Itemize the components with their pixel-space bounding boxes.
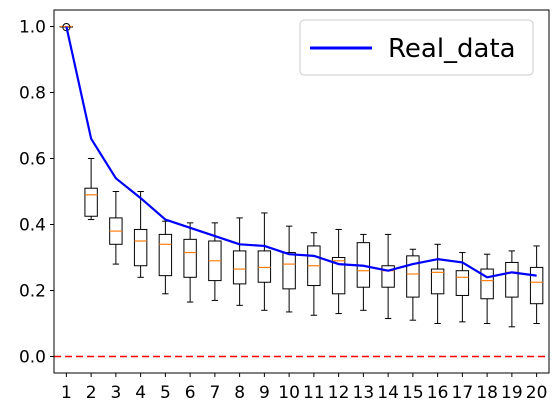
box-iqr — [430, 268, 445, 295]
legend: Real_data — [299, 19, 534, 76]
box-iqr — [505, 261, 519, 298]
x-tick-label: 4 — [135, 383, 146, 403]
y-tick-label: 0.2 — [19, 282, 46, 302]
box-12 — [331, 228, 346, 315]
box-16 — [430, 243, 445, 324]
x-tick-label: 17 — [452, 383, 474, 403]
box-iqr — [406, 255, 420, 298]
box-iqr — [381, 265, 395, 288]
x-tick-label: 3 — [110, 383, 121, 403]
y-tick-label: 0.6 — [19, 150, 46, 170]
box-13 — [356, 233, 371, 311]
box-iqr — [282, 252, 296, 290]
box-iqr — [232, 250, 247, 285]
box-4 — [133, 191, 148, 278]
box-6 — [183, 222, 197, 303]
series-line-real-data — [65, 26, 537, 279]
box-8 — [232, 217, 247, 306]
x-tick-label: 20 — [526, 383, 548, 403]
x-tick-label: 7 — [209, 383, 220, 403]
box-10 — [282, 225, 296, 313]
x-tick-label: 1 — [61, 383, 72, 403]
box-iqr — [84, 187, 98, 217]
box-9 — [257, 212, 272, 311]
x-tick-label: 6 — [185, 383, 196, 403]
x-axis: 1 2 3 4 5 6 7 8 9 10 11 12 13 14 15 16 17 18 19 20 — [61, 373, 547, 403]
box-iqr — [455, 270, 470, 296]
box-7 — [208, 222, 222, 301]
x-tick-label: 11 — [303, 383, 325, 403]
plot-area — [53, 9, 550, 374]
y-tick-label: 0.8 — [19, 84, 46, 104]
box-14 — [381, 233, 395, 320]
box-18 — [480, 253, 494, 324]
y-tick-label: 0.0 — [19, 348, 46, 368]
x-tick-label: 8 — [234, 383, 245, 403]
box-iqr — [183, 238, 197, 278]
x-tick-label: 19 — [501, 383, 523, 403]
y-tick-label: 0.4 — [19, 216, 46, 236]
box-iqr — [133, 228, 148, 267]
x-tick-label: 2 — [86, 383, 97, 403]
box-3 — [109, 191, 123, 265]
box-iqr — [257, 250, 272, 283]
y-tick-label: 1.0 — [19, 18, 46, 38]
box-20 — [529, 245, 544, 324]
box-5 — [158, 220, 173, 295]
x-tick-label: 10 — [278, 383, 300, 403]
plot-frame — [53, 9, 550, 374]
x-tick-label: 9 — [259, 383, 270, 403]
x-tick-label: 13 — [353, 383, 375, 403]
box-iqr — [331, 257, 346, 295]
box-15 — [406, 248, 420, 321]
x-tick-label: 5 — [160, 383, 171, 403]
x-tick-label: 14 — [377, 383, 399, 403]
box-iqr — [158, 233, 173, 277]
x-tick-label: 15 — [402, 383, 424, 403]
box-11 — [307, 232, 321, 316]
legend-label: Real_data — [388, 34, 516, 64]
box-iqr — [480, 268, 494, 300]
box-iqr — [529, 266, 544, 305]
x-tick-label: 12 — [328, 383, 350, 403]
box-2 — [84, 158, 98, 221]
box-19 — [505, 250, 519, 328]
legend-frame — [299, 19, 534, 76]
y-axis: 0.0 0.2 0.4 0.6 0.8 1.0 — [19, 18, 54, 368]
x-tick-label: 18 — [476, 383, 498, 403]
x-tick-label: 16 — [427, 383, 449, 403]
